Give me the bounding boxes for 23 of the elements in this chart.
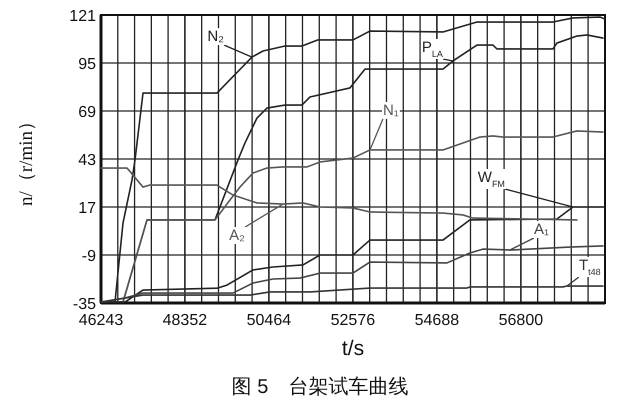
x-tick-label: 46243 — [78, 312, 124, 329]
text: N₁ — [382, 102, 399, 119]
y-tick-label: -9 — [82, 248, 96, 265]
series-label: A₂ — [229, 227, 246, 244]
x-tick-label: 48352 — [162, 312, 208, 329]
x-tick-label: 52576 — [330, 312, 376, 329]
y-tick-label: 121 — [69, 8, 96, 25]
series-label: N₂ — [207, 28, 224, 46]
y-tick-label: 17 — [78, 200, 96, 217]
text: 图 5 台架试车曲线 — [232, 376, 408, 398]
series-label: P$_{LA}$ — [422, 38, 443, 59]
text: W$_{FM}$ — [478, 169, 505, 189]
y-axis-title: n/（r/min） — [16, 112, 37, 206]
series-label: T$_{t48}$ — [578, 257, 601, 278]
x-tick-label: 56800 — [498, 312, 544, 329]
y-tick-label: 69 — [78, 104, 96, 121]
x-tick-label: 50464 — [246, 312, 292, 329]
series-label: A₁ — [534, 221, 550, 238]
x-tick-label: 54688 — [414, 312, 460, 329]
x-axis-title: t/s — [342, 337, 364, 360]
y-tick-label: 43 — [78, 152, 96, 169]
y-tick-label: -35 — [72, 296, 96, 313]
y-tick-label: 95 — [78, 56, 96, 73]
